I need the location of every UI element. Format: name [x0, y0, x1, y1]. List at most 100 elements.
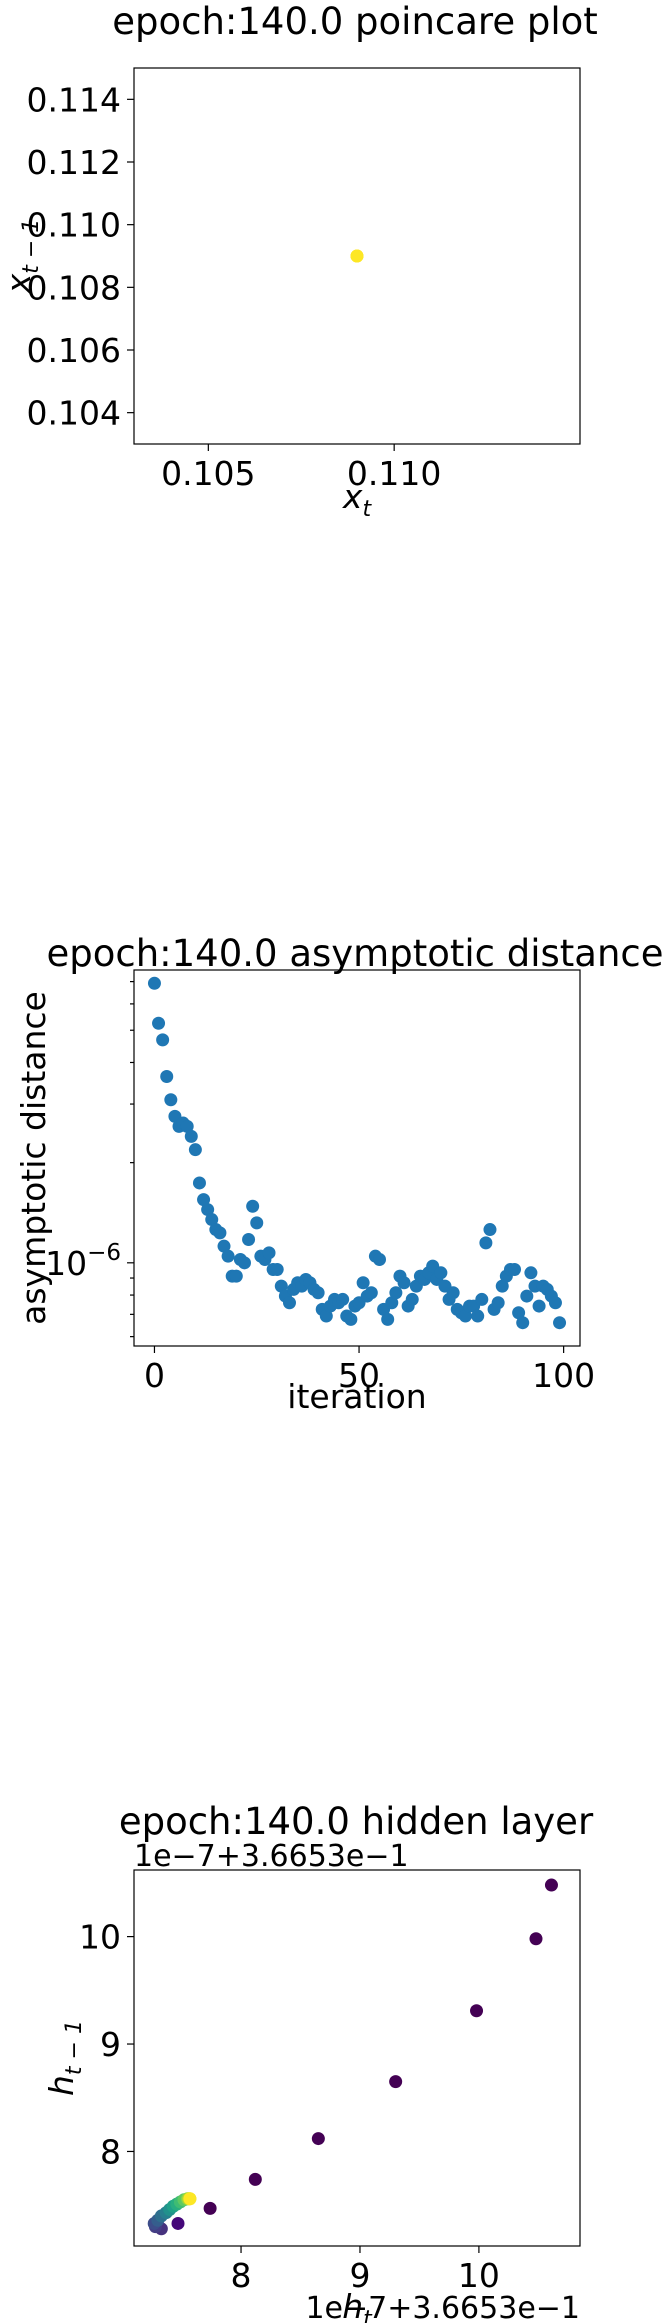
asymptotic-point [516, 1316, 530, 1330]
hidden-point [529, 1932, 543, 1946]
asymptotic-point [192, 1176, 206, 1190]
asymptotic-point [397, 1276, 411, 1290]
asymptotic-ytick-label: 10−6 [45, 1240, 121, 1283]
asymptotic-point [512, 1306, 526, 1320]
asymptotic-point [520, 1289, 534, 1303]
hidden-xtick-label: 8 [231, 2256, 252, 2295]
poincare-title: epoch:140.0 poincare plot [112, 0, 598, 43]
asymptotic-chart: epoch:140.0 asymptotic distance 0 50 100 10… [14, 932, 663, 1416]
asymptotic-point [164, 1093, 178, 1107]
hidden-point [470, 2004, 484, 2018]
asymptotic-point [389, 1286, 403, 1300]
poincare-ytick-label: 0.114 [27, 80, 121, 119]
hidden-xtick-label: 10 [458, 2256, 500, 2295]
asymptotic-point [152, 1016, 166, 1030]
asymptotic-xtick-label: 100 [532, 1356, 595, 1395]
asymptotic-ylabel: asymptotic distance [14, 991, 53, 1325]
asymptotic-point [188, 1143, 202, 1157]
hidden-point [544, 1878, 558, 1892]
poincare-xtick-label: 0.105 [161, 454, 255, 493]
hidden-layer-chart: epoch:140.0 hidden layer 1e−7+3.6653e−1 … [42, 1800, 594, 2323]
asymptotic-plot-area [133, 969, 581, 1347]
asymptotic-point [446, 1286, 460, 1300]
hidden-marks [147, 1878, 558, 2236]
hidden-plot-area [133, 1869, 581, 2247]
asymptotic-point [250, 1216, 264, 1230]
asymptotic-point [548, 1296, 562, 1310]
asymptotic-point [319, 1309, 333, 1323]
asymptotic-point [532, 1299, 546, 1313]
asymptotic-point [434, 1266, 448, 1280]
asymptotic-point [197, 1193, 211, 1207]
poincare-ylabel: xt − 1 [0, 219, 44, 295]
asymptotic-point [471, 1309, 485, 1323]
asymptotic-point [344, 1312, 358, 1326]
poincare-marks [350, 249, 364, 263]
hidden-ytick-label: 10 [79, 1918, 121, 1957]
asymptotic-point [262, 1246, 276, 1260]
poincare-ytick-label: 0.104 [27, 394, 121, 433]
asymptotic-point [205, 1213, 219, 1227]
asymptotic-point [483, 1223, 497, 1237]
asymptotic-point [495, 1279, 509, 1293]
asymptotic-xlabel: iteration [287, 1377, 426, 1416]
asymptotic-point [246, 1199, 260, 1213]
hidden-point [248, 2172, 262, 2186]
hidden-axes: 8 9 10 8 9 10 [79, 1918, 500, 2295]
asymptotic-point [160, 1069, 174, 1083]
asymptotic-point [385, 1296, 399, 1310]
poincare-ytick-label: 0.110 [27, 206, 121, 245]
asymptotic-point [458, 1309, 472, 1323]
asymptotic-point [237, 1256, 251, 1270]
asymptotic-point [373, 1252, 387, 1266]
poincare-plot-area [133, 67, 581, 445]
asymptotic-point [229, 1269, 243, 1283]
poincare-chart: epoch:140.0 poincare plot 0.105 0.1100.10… [0, 0, 598, 522]
asymptotic-point [381, 1312, 395, 1326]
asymptotic-point [311, 1286, 325, 1300]
asymptotic-point [553, 1316, 567, 1330]
poincare-ytick-label: 0.112 [27, 143, 121, 182]
asymptotic-point [180, 1119, 194, 1133]
hidden-xtick-label: 9 [349, 2256, 370, 2295]
poincare-xtick-label: 0.110 [347, 454, 441, 493]
poincare-ytick-label: 0.108 [27, 268, 121, 307]
asymptotic-xtick-label: 50 [338, 1356, 380, 1395]
hidden-point [203, 2201, 217, 2215]
asymptotic-point [336, 1292, 350, 1306]
asymptotic-point [156, 1033, 170, 1047]
asymptotic-point [364, 1286, 378, 1300]
asymptotic-point [524, 1266, 538, 1280]
asymptotic-point [479, 1236, 493, 1250]
asymptotic-point [475, 1292, 489, 1306]
asymptotic-point [242, 1233, 256, 1247]
poincare-axes: 0.105 0.110 0.104 0.106 0.108 0.110 0.112 0.114 [27, 80, 442, 493]
hidden-title: epoch:140.0 hidden layer [119, 1800, 594, 1843]
hidden-ytick-label: 9 [100, 2025, 121, 2064]
asymptotic-point [221, 1249, 235, 1263]
asymptotic-point [274, 1279, 288, 1293]
asymptotic-xtick-label: 0 [144, 1356, 165, 1395]
hidden-point [183, 2192, 197, 2206]
hidden-ytick-label: 8 [100, 2132, 121, 2171]
asymptotic-point [356, 1276, 370, 1290]
poincare-ytick-label: 0.106 [27, 331, 121, 370]
hidden-ylabel: ht − 1 [42, 2020, 87, 2096]
hidden-point [311, 2132, 325, 2146]
asymptotic-title: epoch:140.0 asymptotic distance [46, 932, 663, 975]
asymptotic-point [405, 1292, 419, 1306]
hidden-x-offset-label: 1e−7+3.6653e−1 [305, 2291, 580, 2323]
asymptotic-point [201, 1203, 215, 1217]
asymptotic-point [213, 1226, 227, 1240]
asymptotic-point [508, 1262, 522, 1276]
hidden-point [171, 2216, 185, 2230]
asymptotic-point [217, 1239, 231, 1253]
asymptotic-point [491, 1296, 505, 1310]
asymptotic-marks [147, 976, 567, 1330]
hidden-point [389, 2075, 403, 2089]
hidden-y-offset-label: 1e−7+3.6653e−1 [134, 1839, 409, 1874]
asymptotic-axes: 0 50 100 10−6 [45, 981, 595, 1395]
asymptotic-point [147, 976, 161, 990]
poincare-point [350, 249, 364, 263]
